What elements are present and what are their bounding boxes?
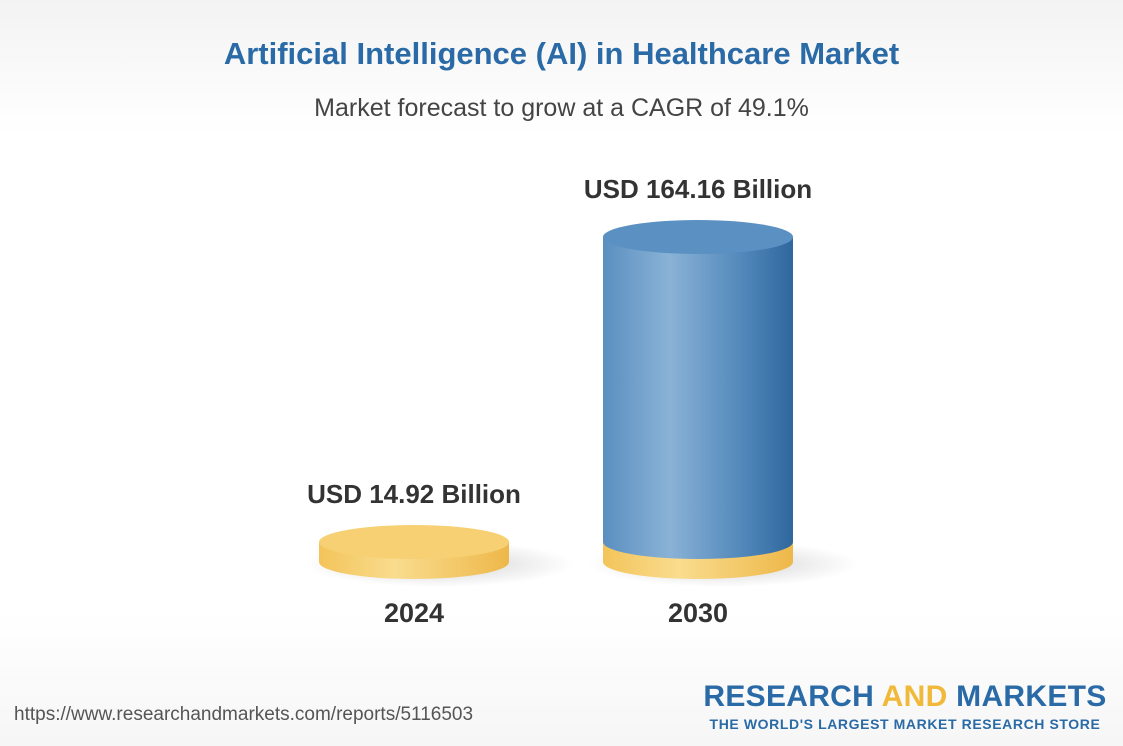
category-label-2024: 2024 bbox=[384, 598, 444, 628]
brand-logo: RESEARCH AND MARKETS THE WORLD'S LARGEST… bbox=[700, 680, 1110, 732]
bar-top-2024 bbox=[319, 525, 509, 559]
chart-subtitle: Market forecast to grow at a CAGR of 49.… bbox=[314, 94, 809, 122]
bar-top-2030 bbox=[603, 220, 793, 254]
source-url: https://www.researchandmarkets.com/repor… bbox=[14, 704, 474, 725]
category-label-2030: 2030 bbox=[668, 598, 728, 628]
data-label-2030: USD 164.16 Billion bbox=[584, 174, 812, 204]
chart-title: Artificial Intelligence (AI) in Healthca… bbox=[223, 36, 900, 71]
brand-name: RESEARCH AND MARKETS bbox=[703, 680, 1107, 713]
brand-tagline: THE WORLD'S LARGEST MARKET RESEARCH STOR… bbox=[709, 716, 1101, 732]
bar-2030 bbox=[603, 237, 793, 559]
data-label-2024: USD 14.92 Billion bbox=[307, 479, 521, 509]
